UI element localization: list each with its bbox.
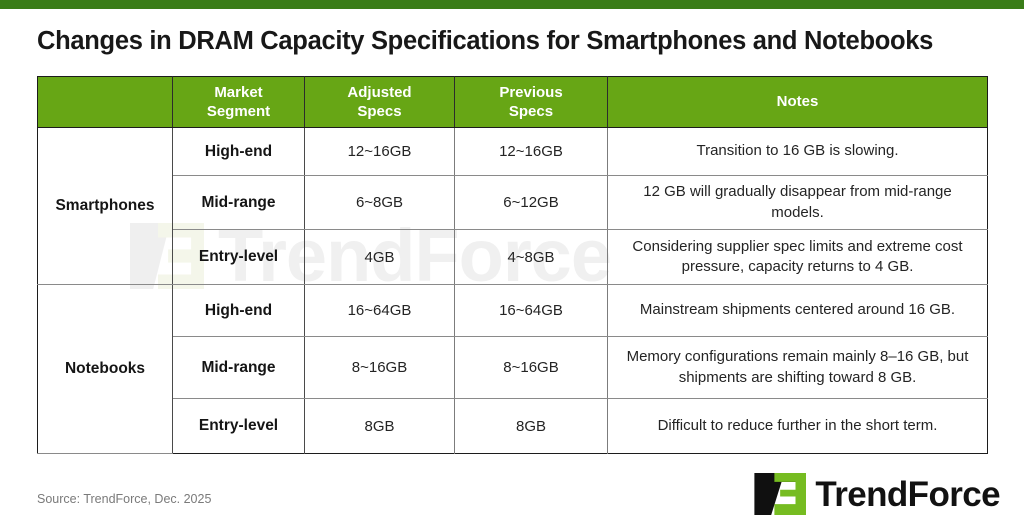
previous-spec-cell: 6~12GB <box>454 175 608 230</box>
tier-cell: High-end <box>172 127 305 176</box>
tier-cell: High-end <box>172 284 305 337</box>
table-row: Mid-range 6~8GB 6~12GB 12 GB will gradua… <box>38 175 988 230</box>
segment-cell-smartphones: Smartphones <box>37 127 173 285</box>
adjusted-spec-cell: 8~16GB <box>304 336 455 399</box>
trendforce-logo-mark-icon <box>754 473 807 515</box>
header-line-2: Specs <box>357 103 402 120</box>
table-row: Notebooks High-end 16~64GB 16~64GB Mains… <box>37 284 988 454</box>
notes-cell: 12 GB will gradually disappear from mid-… <box>607 175 988 230</box>
adjusted-spec-cell: 16~64GB <box>304 284 455 337</box>
header-line-1: Market <box>214 83 263 101</box>
table-header-market-segment: Market Segment <box>172 76 305 128</box>
table-row: Entry-level 8GB 8GB Difficult to reduce … <box>38 398 988 454</box>
notes-cell: Considering supplier spec limits and ext… <box>607 229 988 285</box>
logo-square-shape <box>774 473 807 515</box>
dram-capacity-spec-table: Market Segment Adjusted Specs Previous S… <box>37 76 988 454</box>
table-row: Entry-level 4GB 4~8GB Considering suppli… <box>38 229 988 285</box>
logo-wordmark: TrendForce <box>815 474 1000 514</box>
previous-spec-cell: 4~8GB <box>454 229 608 285</box>
table-header-previous-specs: Previous Specs <box>454 76 608 128</box>
tier-cell: Mid-range <box>172 336 305 399</box>
table-header-adjusted-specs: Adjusted Specs <box>304 76 455 128</box>
header-line-2: Segment <box>206 103 271 120</box>
adjusted-spec-cell: 8GB <box>304 398 455 454</box>
table-header-row: Market Segment Adjusted Specs Previous S… <box>37 76 988 128</box>
tier-cell: Entry-level <box>172 398 305 454</box>
table-row: Smartphones High-end 12~16GB 12~16GB Tra… <box>37 127 988 285</box>
segment-cell-notebooks: Notebooks <box>37 284 173 454</box>
top-accent-bar <box>0 0 1024 9</box>
notes-cell: Mainstream shipments centered around 16 … <box>607 284 988 337</box>
header-line-2: Specs <box>508 103 554 120</box>
adjusted-spec-cell: 6~8GB <box>304 175 455 230</box>
table-row: Mid-range 8~16GB 8~16GB Memory configura… <box>38 336 988 399</box>
header-line-1: Adjusted <box>347 83 412 101</box>
previous-spec-cell: 8GB <box>454 398 608 454</box>
notes-cell: Transition to 16 GB is slowing. <box>607 127 988 176</box>
table-body: Smartphones High-end 12~16GB 12~16GB Tra… <box>37 127 988 454</box>
notes-cell: Memory configurations remain mainly 8–16… <box>607 336 988 399</box>
previous-spec-cell: 12~16GB <box>454 127 608 176</box>
source-note: Source: TrendForce, Dec. 2025 <box>37 492 212 506</box>
notes-cell: Difficult to reduce further in the short… <box>657 416 938 434</box>
trendforce-logo: TrendForce <box>754 472 1001 516</box>
adjusted-spec-cell: 12~16GB <box>304 127 455 176</box>
adjusted-spec-cell: 4GB <box>304 229 455 285</box>
table-header: Market Segment Adjusted Specs Previous S… <box>37 76 988 128</box>
table-header-notes: Notes <box>607 76 988 128</box>
page-title: Changes in DRAM Capacity Specifications … <box>37 27 934 55</box>
previous-spec-cell: 8~16GB <box>454 336 608 399</box>
tier-cell: Mid-range <box>172 175 305 230</box>
table-header-blank <box>37 76 173 128</box>
header-line-1: Previous <box>499 83 563 101</box>
previous-spec-cell: 16~64GB <box>454 284 608 337</box>
tier-cell: Entry-level <box>172 229 305 285</box>
